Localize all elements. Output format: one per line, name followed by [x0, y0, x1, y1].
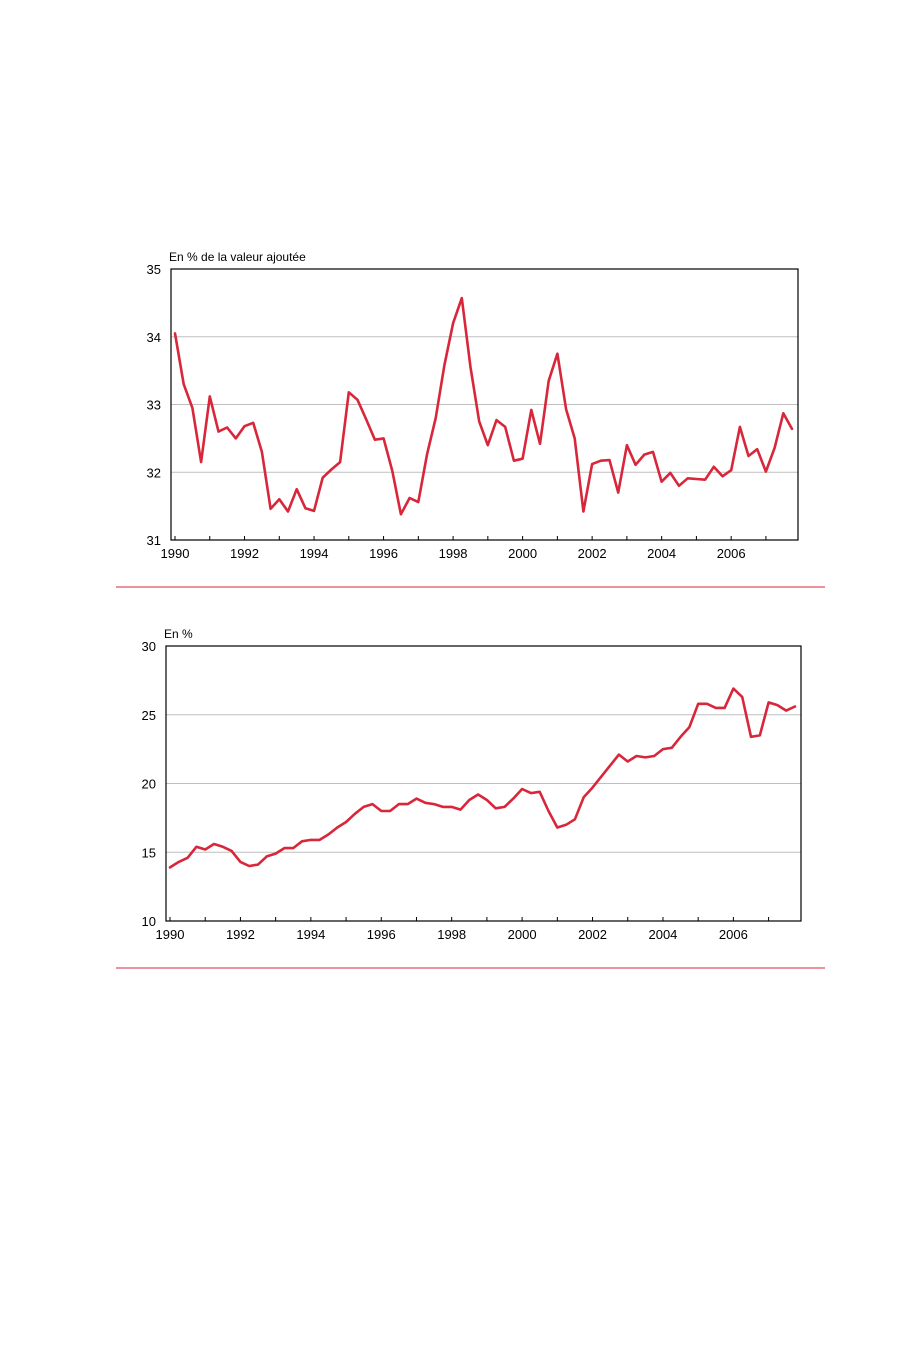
plot-frame [165, 645, 802, 922]
y-tick-label: 33 [147, 398, 161, 413]
x-tick-label: 1996 [367, 927, 396, 942]
x-tick-label: 2004 [648, 927, 677, 942]
x-tick-label: 1990 [156, 927, 185, 942]
chart-0: 31 32 33 34 35 1990 1992 1994 1996 1998 2000 2002 20… [147, 250, 799, 561]
x-tick-label: 1992 [226, 927, 255, 942]
x-tick-label: 1992 [230, 546, 259, 561]
x-tick-label: 1998 [437, 927, 466, 942]
x-tick-label: 1994 [296, 927, 325, 942]
y-tick-label: 25 [142, 708, 156, 723]
y-tick-label: 30 [142, 639, 156, 654]
x-tick-label: 2002 [578, 546, 607, 561]
series-line [168, 687, 797, 869]
x-tick-label: 1994 [300, 546, 329, 561]
y-tick-label: 31 [147, 533, 161, 548]
y-tick-label: 32 [147, 465, 161, 480]
y-tick-label: 15 [142, 845, 156, 860]
y-axis-unit-label: En % de la valeur ajoutée [169, 250, 306, 264]
series-line [173, 296, 794, 516]
x-tick-label: 2002 [578, 927, 607, 942]
plot-frame [170, 268, 799, 541]
x-tick-label: 2006 [719, 927, 748, 942]
x-tick-label: 1998 [439, 546, 468, 561]
x-tick-label: 1996 [369, 546, 398, 561]
y-tick-label: 20 [142, 777, 156, 792]
x-tick-label: 1990 [161, 546, 190, 561]
x-tick-label: 2000 [508, 927, 537, 942]
chart-1: 10 15 20 25 30 1990 1992 1994 1996 1998 2000 2002 20… [142, 627, 802, 942]
x-tick-label: 2004 [647, 546, 676, 561]
y-tick-label: 35 [147, 262, 161, 277]
y-tick-label: 10 [142, 914, 156, 929]
y-axis-unit-label: En % [164, 627, 193, 641]
x-tick-label: 2006 [717, 546, 746, 561]
y-tick-label: 34 [147, 330, 161, 345]
x-tick-label: 2000 [508, 546, 537, 561]
